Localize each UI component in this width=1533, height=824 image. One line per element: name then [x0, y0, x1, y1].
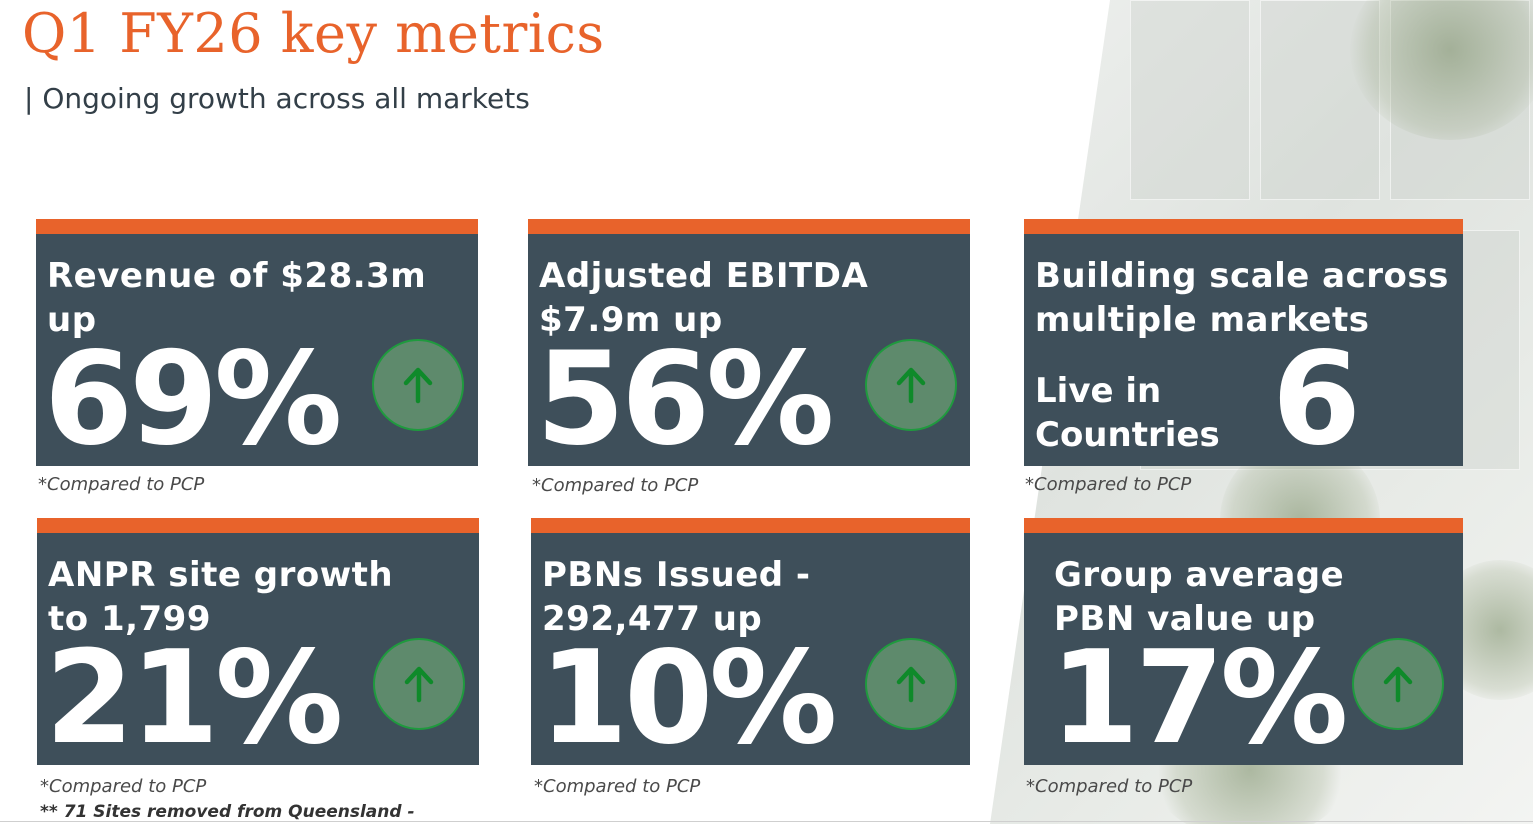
compare-note: *Compared to PCP [532, 475, 699, 496]
card-heading: PBNs Issued - 292,477 up [542, 555, 811, 639]
card-heading: Revenue of $28.3m up [47, 256, 427, 340]
metric-card-revenue: Revenue of $28.3m up 69% [36, 219, 478, 466]
card-heading: ANPR site growth to 1,799 [48, 555, 394, 639]
metric-card-pbns: PBNs Issued - 292,477 up 10% [531, 518, 970, 765]
card-heading: Adjusted EBITDA $7.9m up [539, 256, 869, 340]
card-heading: Building scale across multiple markets [1035, 256, 1449, 340]
arrow-up-icon [372, 339, 464, 431]
compare-note: *Compared to PCP [38, 474, 205, 495]
arrow-up-icon [865, 339, 957, 431]
metric-card-pbn-value: Group average PBN value up 17% [1024, 518, 1463, 765]
page-subtitle: | Ongoing growth across all markets [24, 82, 530, 115]
divider [0, 821, 1533, 822]
metric-card-markets: Building scale across multiple markets L… [1024, 219, 1463, 466]
metric-card-anpr: ANPR site growth to 1,799 21% [37, 518, 479, 765]
compare-note: *Compared to PCP [40, 776, 207, 797]
compare-note: *Compared to PCP [1026, 776, 1193, 797]
page-title: Q1 FY26 key metrics [22, 2, 605, 65]
metric-value: 6 [1272, 325, 1361, 466]
metric-card-ebitda: Adjusted EBITDA $7.9m up 56% [528, 219, 970, 466]
countries-label: Live in Countries [1035, 371, 1220, 455]
metric-value: 56% [536, 325, 834, 466]
arrow-up-icon [1352, 638, 1444, 730]
card-heading: Group average PBN value up [1054, 555, 1345, 639]
compare-note: *Compared to PCP [1025, 474, 1192, 495]
metric-value: 17% [1050, 624, 1348, 765]
arrow-up-icon [373, 638, 465, 730]
metric-value: 69% [44, 325, 342, 466]
metric-value: 21% [45, 624, 343, 765]
sites-footnote: ** 71 Sites removed from Queensland - [40, 802, 415, 822]
metric-value: 10% [539, 624, 837, 765]
arrow-up-icon [865, 638, 957, 730]
compare-note: *Compared to PCP [534, 776, 701, 797]
